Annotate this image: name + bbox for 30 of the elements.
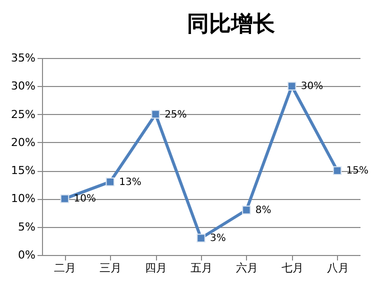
y-tick-label: 20%	[11, 136, 36, 149]
y-tick-label: 30%	[11, 80, 36, 93]
y-tick-label: 15%	[11, 164, 36, 178]
y-tick-label: 35%	[11, 52, 36, 64]
x-tick-label: 四月	[145, 262, 168, 274]
data-label: 25%	[164, 109, 187, 120]
data-label: 30%	[300, 81, 324, 92]
data-label: 8%	[255, 204, 272, 216]
point	[106, 177, 115, 186]
y-tick-label: 10%	[11, 192, 36, 206]
data-label: 15%	[346, 166, 369, 177]
x-tick-label: 八月	[326, 262, 349, 274]
x-tick-label: 七月	[281, 262, 304, 274]
y-tick-label: 0%	[18, 248, 36, 262]
chart-title: 同比增长	[187, 12, 276, 37]
point	[242, 206, 251, 214]
point	[151, 110, 160, 119]
y-tick-label: 5%	[18, 220, 36, 234]
data-label: 3%	[210, 233, 226, 244]
data-label: 13%	[119, 176, 142, 188]
x-tick-label: 五月	[190, 262, 212, 274]
point	[332, 166, 342, 175]
x-tick-label: 三月	[100, 262, 122, 274]
y-tick-label: 25%	[11, 108, 36, 121]
point	[60, 194, 70, 204]
point	[287, 82, 296, 91]
x-tick-label: 六月	[236, 262, 258, 274]
data-label: 10%	[74, 194, 96, 205]
x-tick-label: 二月	[54, 262, 76, 274]
point	[196, 234, 206, 242]
